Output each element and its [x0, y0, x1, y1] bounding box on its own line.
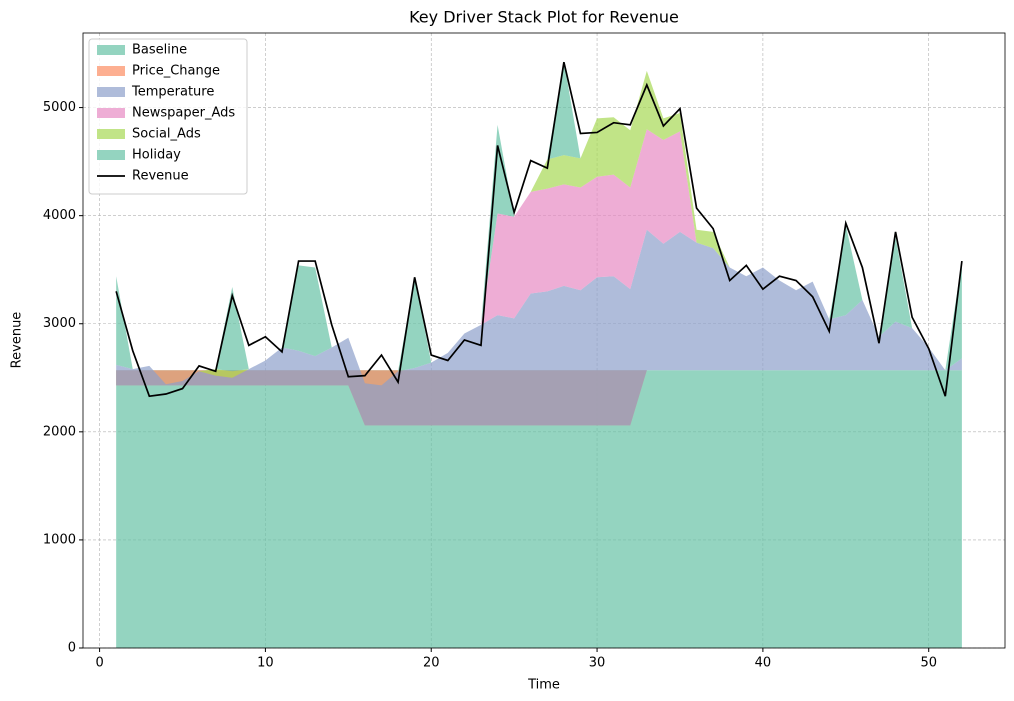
y-tick-label: 0	[68, 641, 76, 656]
legend-swatch	[97, 45, 125, 55]
legend-label: Revenue	[132, 169, 189, 184]
x-tick-label: 0	[95, 656, 103, 671]
y-tick-label: 5000	[43, 100, 76, 115]
chart-title: Key Driver Stack Plot for Revenue	[409, 8, 679, 27]
y-tick-label: 4000	[43, 208, 76, 223]
x-tick-label: 40	[755, 656, 772, 671]
legend-label: Social_Ads	[132, 127, 201, 142]
legend-swatch	[97, 108, 125, 118]
legend-label: Holiday	[132, 148, 181, 163]
plot-frame	[82, 32, 1006, 649]
legend-label: Temperature	[131, 85, 214, 100]
stack-area	[116, 229, 962, 426]
y-tick-label: 3000	[43, 316, 76, 331]
stack-area	[116, 129, 962, 386]
legend-box	[88, 38, 248, 195]
legend-swatch	[97, 150, 125, 160]
legend-swatch	[97, 129, 125, 139]
legend-swatch	[97, 66, 125, 76]
y-tick-label: 1000	[43, 532, 76, 547]
legend-label: Baseline	[132, 43, 187, 58]
x-tick-label: 10	[257, 656, 274, 671]
x-tick-label: 30	[589, 656, 606, 671]
revenue-line	[115, 61, 963, 398]
x-axis-label: Time	[527, 678, 560, 693]
legend-swatch	[97, 87, 125, 97]
y-axis-label: Revenue	[10, 312, 25, 369]
stack-area	[116, 370, 962, 648]
y-tick-label: 2000	[43, 424, 76, 439]
x-tick-label: 50	[920, 656, 937, 671]
x-tick-label: 20	[423, 656, 440, 671]
legend-label: Newspaper_Ads	[132, 106, 235, 121]
legend-label: Price_Change	[132, 64, 220, 79]
